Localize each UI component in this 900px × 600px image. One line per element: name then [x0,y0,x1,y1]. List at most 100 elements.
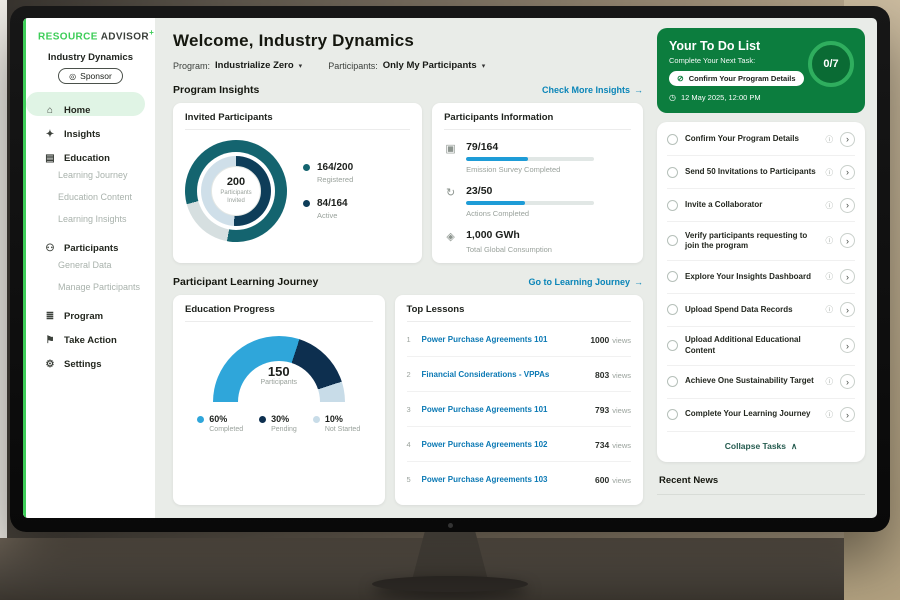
consumption-icon: ◈ [446,231,455,243]
task-checkbox[interactable] [667,133,678,145]
lesson-link[interactable]: Power Purchase Agreements 103 [421,474,548,484]
lesson-link[interactable]: Financial Considerations - VPPAs [421,369,550,379]
sponsor-badge-label: Sponsor [80,71,112,82]
info-icon: ⓘ [825,167,834,177]
section-title: Program Insights [173,84,260,96]
todo-task-2[interactable]: Send 50 Invitations to Participants ⓘ › [667,156,855,189]
sponsor-badge[interactable]: ◎ Sponsor [58,68,123,85]
sidebar: RESOURCE ADVISOR+ Industry Dynamics ◎ Sp… [23,18,155,518]
lesson-link[interactable]: Power Purchase Agreements 101 [421,334,548,344]
chevron-right-icon[interactable]: › [840,302,855,318]
chevron-right-icon[interactable]: › [840,269,855,285]
card-title: Invited Participants [185,112,411,130]
task-checkbox[interactable] [667,199,678,211]
task-checkbox[interactable] [667,340,678,352]
todo-progress-ring: 0/7 [808,41,854,87]
actions-icon: ↻ [445,187,456,199]
chevron-right-icon[interactable]: › [840,164,855,180]
task-checkbox[interactable] [667,235,678,247]
monitor-stand [412,528,488,580]
sidebar-item-education[interactable]: ▤ Education [26,140,155,164]
lesson-link[interactable]: Power Purchase Agreements 102 [421,439,548,449]
todo-task-4[interactable]: Verify participants requesting to join t… [667,222,855,261]
chevron-right-icon[interactable]: › [840,407,855,423]
chevron-right-icon[interactable]: › [840,131,855,147]
todo-task-3[interactable]: Invite a Collaborator ⓘ › [667,189,855,222]
todo-task-1[interactable]: Confirm Your Program Details ⓘ › [667,123,855,156]
emission-survey-icon: ▣ [445,143,456,155]
arrow-right-icon: → [634,85,643,95]
todo-task-6[interactable]: Upload Spend Data Records ⓘ › [667,294,855,327]
progress-bar [466,157,595,161]
todo-title: Your To Do List [669,39,761,53]
chevron-right-icon[interactable]: › [840,197,855,213]
sidebar-item-general-data[interactable]: General Data [26,254,155,276]
participants-filter-value: Only My Participants [382,60,477,71]
sidebar-item-education-content[interactable]: Education Content [26,186,155,208]
sidebar-item-learning-insights[interactable]: Learning Insights [26,208,155,230]
legend-item-registered: 164/200 Registered [303,162,353,184]
app-logo: RESOURCE ADVISOR+ [26,28,155,42]
participants-filter[interactable]: Participants: Only My Participants ▾ [328,60,485,71]
chevron-right-icon[interactable]: › [840,338,855,354]
sidebar-item-participants[interactable]: ⚇ Participants [26,230,155,254]
sidebar-item-program[interactable]: ≣ Program [26,298,155,322]
arrow-right-icon: → [634,277,643,287]
filter-bar: Program: Industrialize Zero ▾ Participan… [173,60,643,71]
insights-icon: ✦ [45,129,55,141]
collapse-tasks-button[interactable]: Collapse Tasks ∧ [724,440,798,451]
todo-task-7[interactable]: Upload Additional Educational Content › [667,327,855,366]
check-more-insights-link[interactable]: Check More Insights → [541,85,643,95]
sidebar-item-label: Settings [64,359,102,371]
collapse-caret-icon: ∧ [791,440,798,451]
lesson-link[interactable]: Power Purchase Agreements 101 [421,404,548,414]
sidebar-item-manage-participants[interactable]: Manage Participants [26,276,155,298]
legend-dot [259,416,267,423]
sidebar-item-label: Learning Insights [58,214,127,225]
sidebar-item-take-action[interactable]: ⚑ Take Action [26,322,155,346]
task-checkbox[interactable] [667,376,678,388]
info-icon: ⓘ [825,134,834,144]
task-checkbox[interactable] [667,409,678,421]
info-icon: ⓘ [825,377,834,387]
todo-task-8[interactable]: Achieve One Sustainability Target ⓘ › [667,366,855,399]
monitor-bezel: RESOURCE ADVISOR+ Industry Dynamics ◎ Sp… [10,6,890,532]
go-to-learning-journey-link[interactable]: Go to Learning Journey → [528,277,643,287]
sidebar-item-label: Program [64,311,104,323]
program-filter-value: Industrialize Zero [215,60,294,71]
metric-consumption: ◈ 1,000 GWh Total Global Consumption [444,229,631,254]
chevron-right-icon[interactable]: › [840,374,855,390]
todo-task-9[interactable]: Complete Your Learning Journey ⓘ › [667,399,855,432]
learning-journey-section-header: Participant Learning Journey Go to Learn… [173,276,643,288]
recent-news-header: Recent News [657,471,865,495]
education-icon: ▤ [45,153,55,165]
education-progress-card: Education Progress 150 Participants [173,295,385,505]
info-icon: ⓘ [825,236,834,246]
task-checkbox[interactable] [667,166,678,178]
sidebar-item-insights[interactable]: ✦ Insights [26,116,155,140]
task-checkbox[interactable] [667,304,678,316]
chevron-right-icon[interactable]: › [840,233,855,249]
top-lessons-card: Top Lessons 1 Power Purchase Agreements … [394,295,643,505]
progress-bar [466,201,595,205]
card-title: Participants Information [444,112,631,130]
sponsor-icon: ◎ [69,71,77,81]
participants-information-card: Participants Information ▣ 79/164 Emissi… [432,103,643,263]
program-filter[interactable]: Program: Industrialize Zero ▾ [173,60,302,71]
todo-subtitle: Complete Your Next Task: [669,56,756,65]
sidebar-item-learning-journey[interactable]: Learning Journey [26,164,155,186]
sidebar-item-label: Education Content [58,192,133,203]
metric-emission-survey: ▣ 79/164 Emission Survey Completed [444,141,631,174]
todo-task-5[interactable]: Explore Your Insights Dashboard ⓘ › [667,261,855,294]
donut-center-value: 200 [226,176,246,189]
card-title: Top Lessons [406,304,631,322]
sidebar-item-label: Education [64,153,110,165]
sidebar-item-home[interactable]: ⌂ Home [26,92,145,117]
lesson-row: 5 Power Purchase Agreements 103 600 views [406,474,632,486]
todo-summary-card: Your To Do List Complete Your Next Task:… [657,28,865,113]
task-checkbox[interactable] [667,271,678,283]
next-task-pill[interactable]: ⊘ Confirm Your Program Details [669,71,804,86]
legend-dot [197,416,205,423]
sidebar-item-settings[interactable]: ⚙ Settings [26,346,155,370]
gauge-center: 150 Participants [260,364,298,386]
